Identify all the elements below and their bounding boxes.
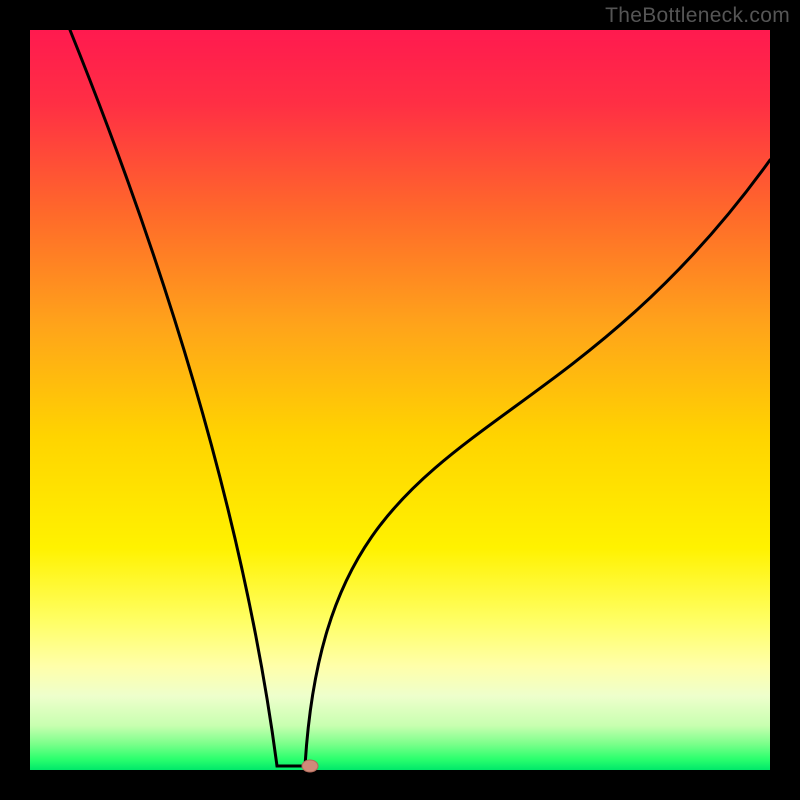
plot-area	[30, 30, 770, 770]
watermark-text: TheBottleneck.com	[605, 4, 790, 28]
bottleneck-chart	[0, 0, 800, 800]
chart-root: TheBottleneck.com	[0, 0, 800, 800]
optimal-point-marker	[302, 760, 318, 772]
